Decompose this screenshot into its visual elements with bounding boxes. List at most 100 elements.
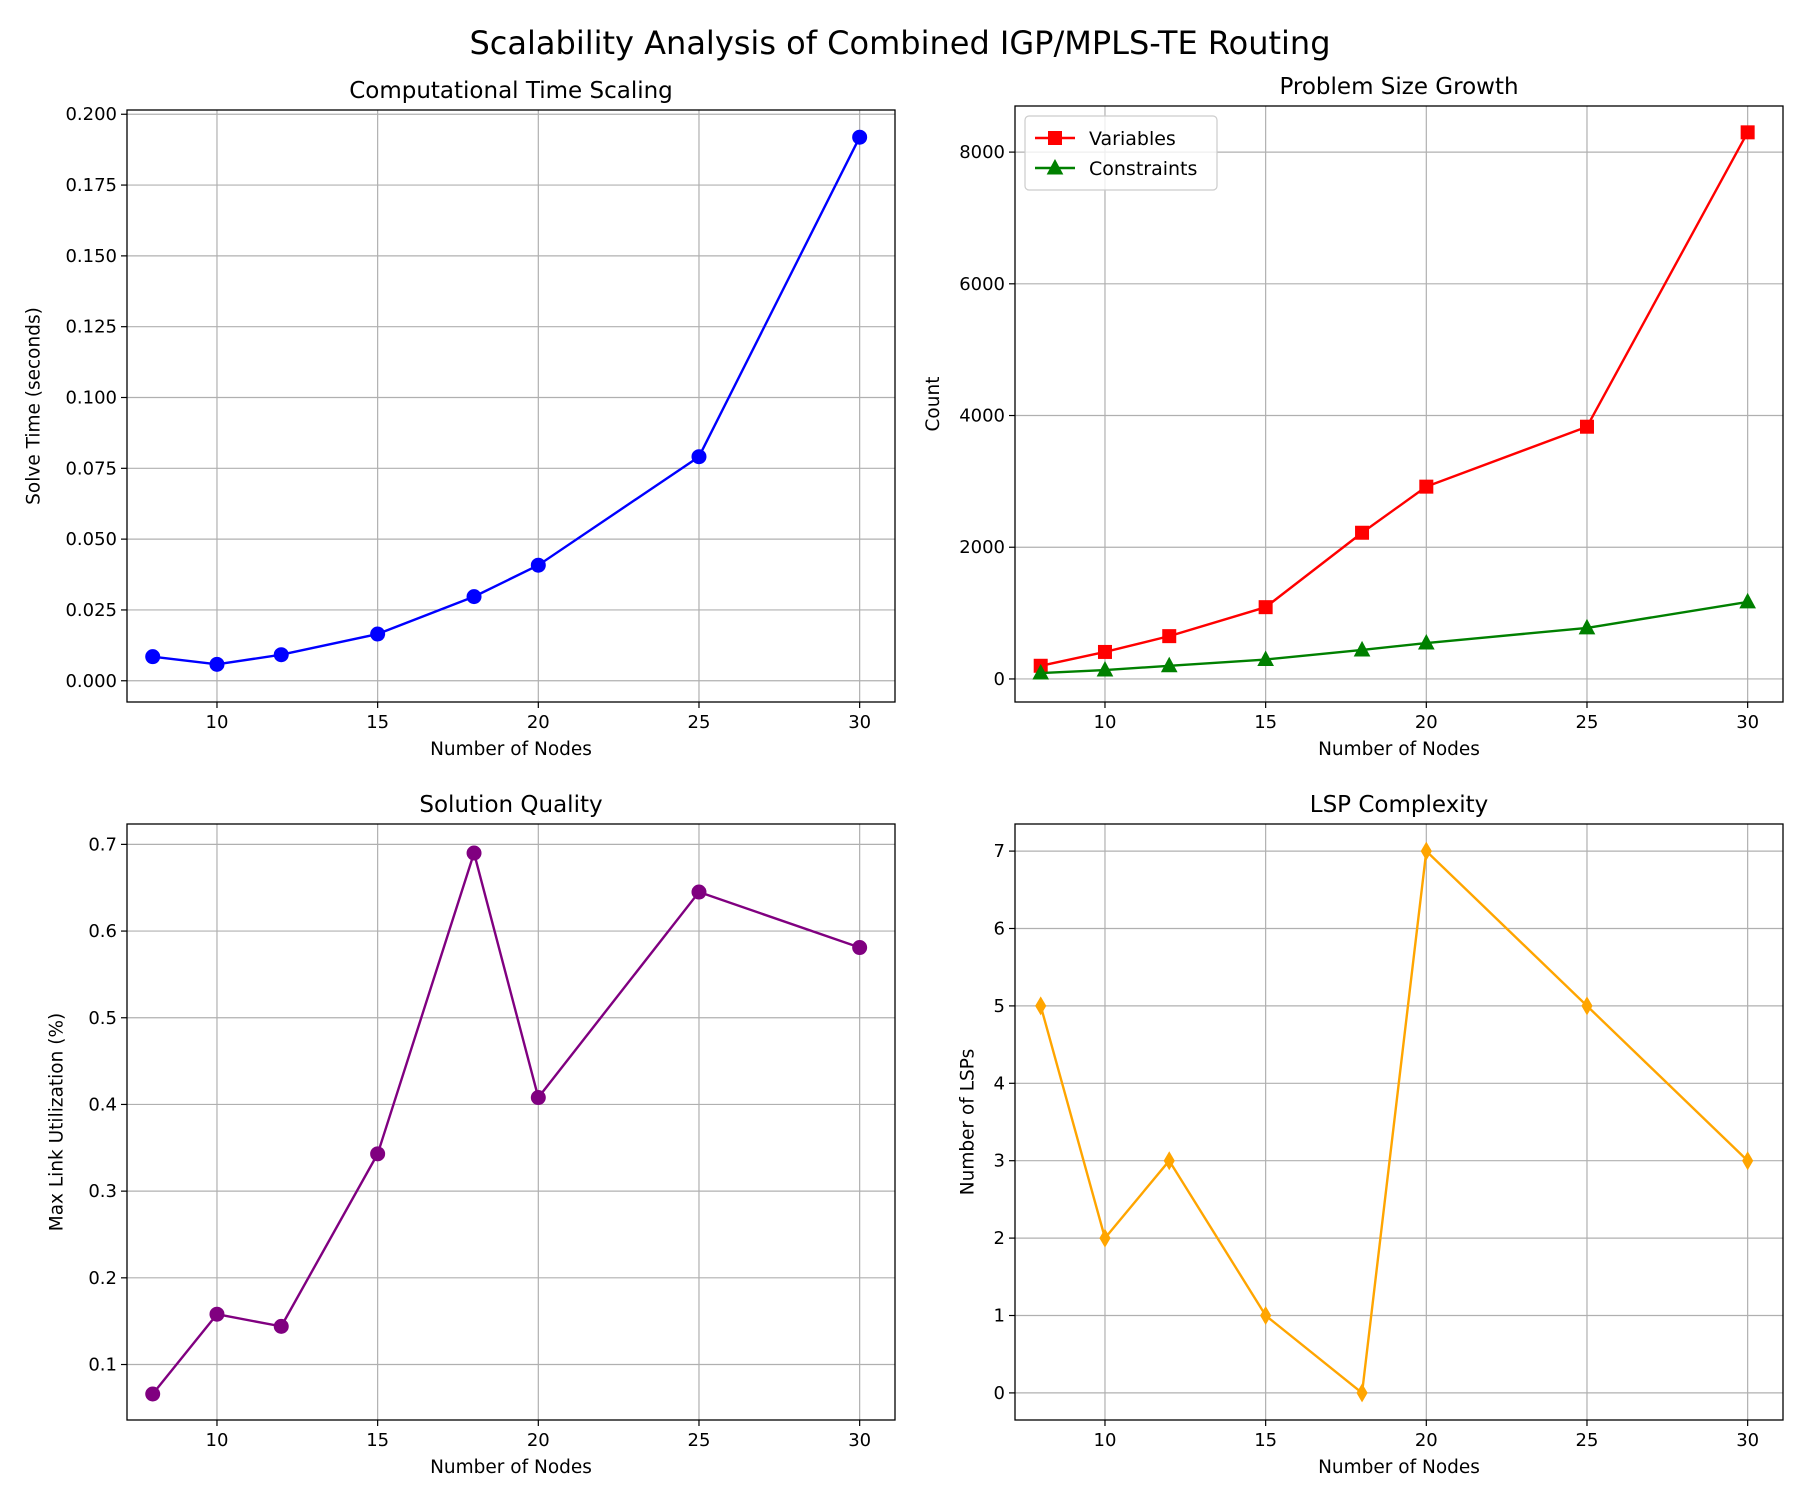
- legend-marker: [1046, 158, 1064, 175]
- y-tick-label: 0.050: [65, 529, 117, 550]
- data-point: [1032, 663, 1050, 680]
- x-tick-label: 25: [1576, 712, 1599, 733]
- axes-frame: [126, 109, 896, 703]
- y-tick-label: 0.6: [88, 921, 117, 942]
- x-tick-label: 25: [688, 712, 711, 733]
- x-tick-label: 10: [206, 712, 229, 733]
- data-point: [1417, 633, 1435, 650]
- data-point: [145, 1386, 161, 1402]
- data-point: [530, 1090, 546, 1106]
- y-tick-label: 2000: [959, 537, 1005, 558]
- y-tick-label: 0.4: [88, 1094, 117, 1115]
- plot-area: [127, 110, 895, 702]
- data-point: [1097, 644, 1112, 659]
- data-point: [273, 647, 289, 663]
- series-line-1: [1039, 849, 1749, 1395]
- axes-frame: [1014, 823, 1784, 1421]
- chart-panel-1: 10 15 20 25 30 0.000 0.025 0.050 0.075 0.100 0.125…: [24, 78, 896, 760]
- x-tick-label: 25: [688, 1430, 711, 1451]
- y-tick-label: 1: [994, 1306, 1005, 1327]
- y-tick-label: 6000: [959, 274, 1005, 295]
- y-tick-label: 0.2: [88, 1268, 117, 1289]
- y-tick-label: 0.075: [65, 458, 117, 479]
- axes-frame: [1014, 105, 1784, 703]
- x-tick-label: 20: [527, 1430, 550, 1451]
- data-point: [209, 1306, 225, 1322]
- chart-panel-4: 10 15 20 25 30 0 1 2 3 4 5 6 7 LSP Complexity Number o…: [958, 792, 1784, 1478]
- y-tick-label: 0.3: [88, 1181, 117, 1202]
- y-tick-label: 0.200: [65, 104, 117, 125]
- data-point: [852, 940, 868, 956]
- y-axis-label: Number of LSPs: [958, 1049, 979, 1195]
- y-tick-label: 0: [994, 669, 1005, 690]
- x-tick-label: 10: [1094, 1430, 1117, 1451]
- y-tick-label: 0.000: [65, 671, 117, 692]
- y-tick-label: 0.5: [88, 1008, 117, 1029]
- y-tick-label: 0.125: [65, 317, 117, 338]
- data-point: [466, 845, 482, 861]
- legend: Variables Constraints: [1024, 115, 1218, 191]
- chart-title: Solution Quality: [419, 792, 602, 818]
- x-tick-label: 30: [1736, 712, 1759, 733]
- data-point: [1257, 650, 1274, 667]
- x-tick-label: 15: [1254, 712, 1277, 733]
- data-point: [1740, 125, 1755, 140]
- data-point: [1099, 1228, 1111, 1248]
- x-tick-label: 30: [848, 712, 871, 733]
- x-tick-label: 20: [1415, 1430, 1438, 1451]
- y-tick-label: 0.150: [65, 246, 117, 267]
- x-tick-label: 10: [1094, 712, 1117, 733]
- data-point: [1258, 600, 1273, 615]
- data-point: [852, 129, 868, 145]
- series-line-1: [152, 136, 861, 666]
- plot-area: [127, 824, 895, 1420]
- data-point: [691, 449, 707, 465]
- plot-area: [1015, 824, 1783, 1420]
- legend-marker: [1048, 131, 1062, 145]
- data-point: [1578, 618, 1596, 635]
- series-line-1: [1040, 131, 1749, 667]
- y-tick-label: 0.025: [65, 600, 117, 621]
- data-point: [691, 884, 707, 900]
- y-axis-label: Solve Time (seconds): [24, 307, 45, 505]
- chart-panel-2: 10 15 20 25 30 0 2000 4000 6000 8000 Problem Size …: [923, 74, 1784, 760]
- data-point: [1579, 419, 1594, 434]
- x-tick-label: 20: [1415, 712, 1438, 733]
- chart-panel-3: 10 15 20 25 30 0.1 0.2 0.3 0.4 0.5 0.6 0.7 Solution …: [47, 792, 896, 1478]
- series-line-2: [1040, 600, 1748, 675]
- x-axis-label: Number of Nodes: [430, 739, 592, 760]
- legend-box: [1024, 115, 1218, 191]
- x-tick-label: 30: [1736, 1430, 1759, 1451]
- y-tick-label: 3: [994, 1151, 1005, 1172]
- data-point: [1163, 1151, 1175, 1171]
- plot-area: [1015, 106, 1783, 702]
- y-tick-label: 4: [994, 1073, 1005, 1094]
- x-axis-label: Number of Nodes: [430, 1457, 592, 1478]
- y-tick-label: 0.7: [88, 834, 117, 855]
- data-point: [1035, 996, 1047, 1016]
- x-axis-label: Number of Nodes: [1318, 739, 1480, 760]
- data-point: [370, 1146, 386, 1162]
- data-point: [1742, 1151, 1754, 1171]
- data-point: [145, 649, 161, 665]
- x-tick-label: 15: [366, 712, 389, 733]
- y-tick-label: 0.100: [65, 388, 117, 409]
- data-point: [273, 1318, 289, 1334]
- x-tick-label: 30: [848, 1430, 871, 1451]
- y-tick-label: 7: [994, 841, 1005, 862]
- data-point: [530, 557, 546, 573]
- x-tick-label: 15: [366, 1430, 389, 1451]
- x-tick-label: 25: [1576, 1430, 1599, 1451]
- y-tick-label: 0.1: [88, 1355, 117, 1376]
- y-axis-label: Max Link Utilization (%): [47, 1013, 68, 1232]
- data-point: [1581, 996, 1593, 1016]
- y-tick-label: 6: [994, 918, 1005, 939]
- legend-label: Variables: [1089, 128, 1176, 150]
- data-point: [1260, 1306, 1272, 1325]
- series-line-1: [151, 851, 861, 1395]
- y-tick-label: 0.175: [65, 175, 117, 196]
- data-point: [370, 626, 386, 642]
- charts-layer: 10 15 20 25 300.0000.0250.0500.0750.1000.125…: [24, 74, 1784, 1478]
- data-point: [1096, 661, 1114, 677]
